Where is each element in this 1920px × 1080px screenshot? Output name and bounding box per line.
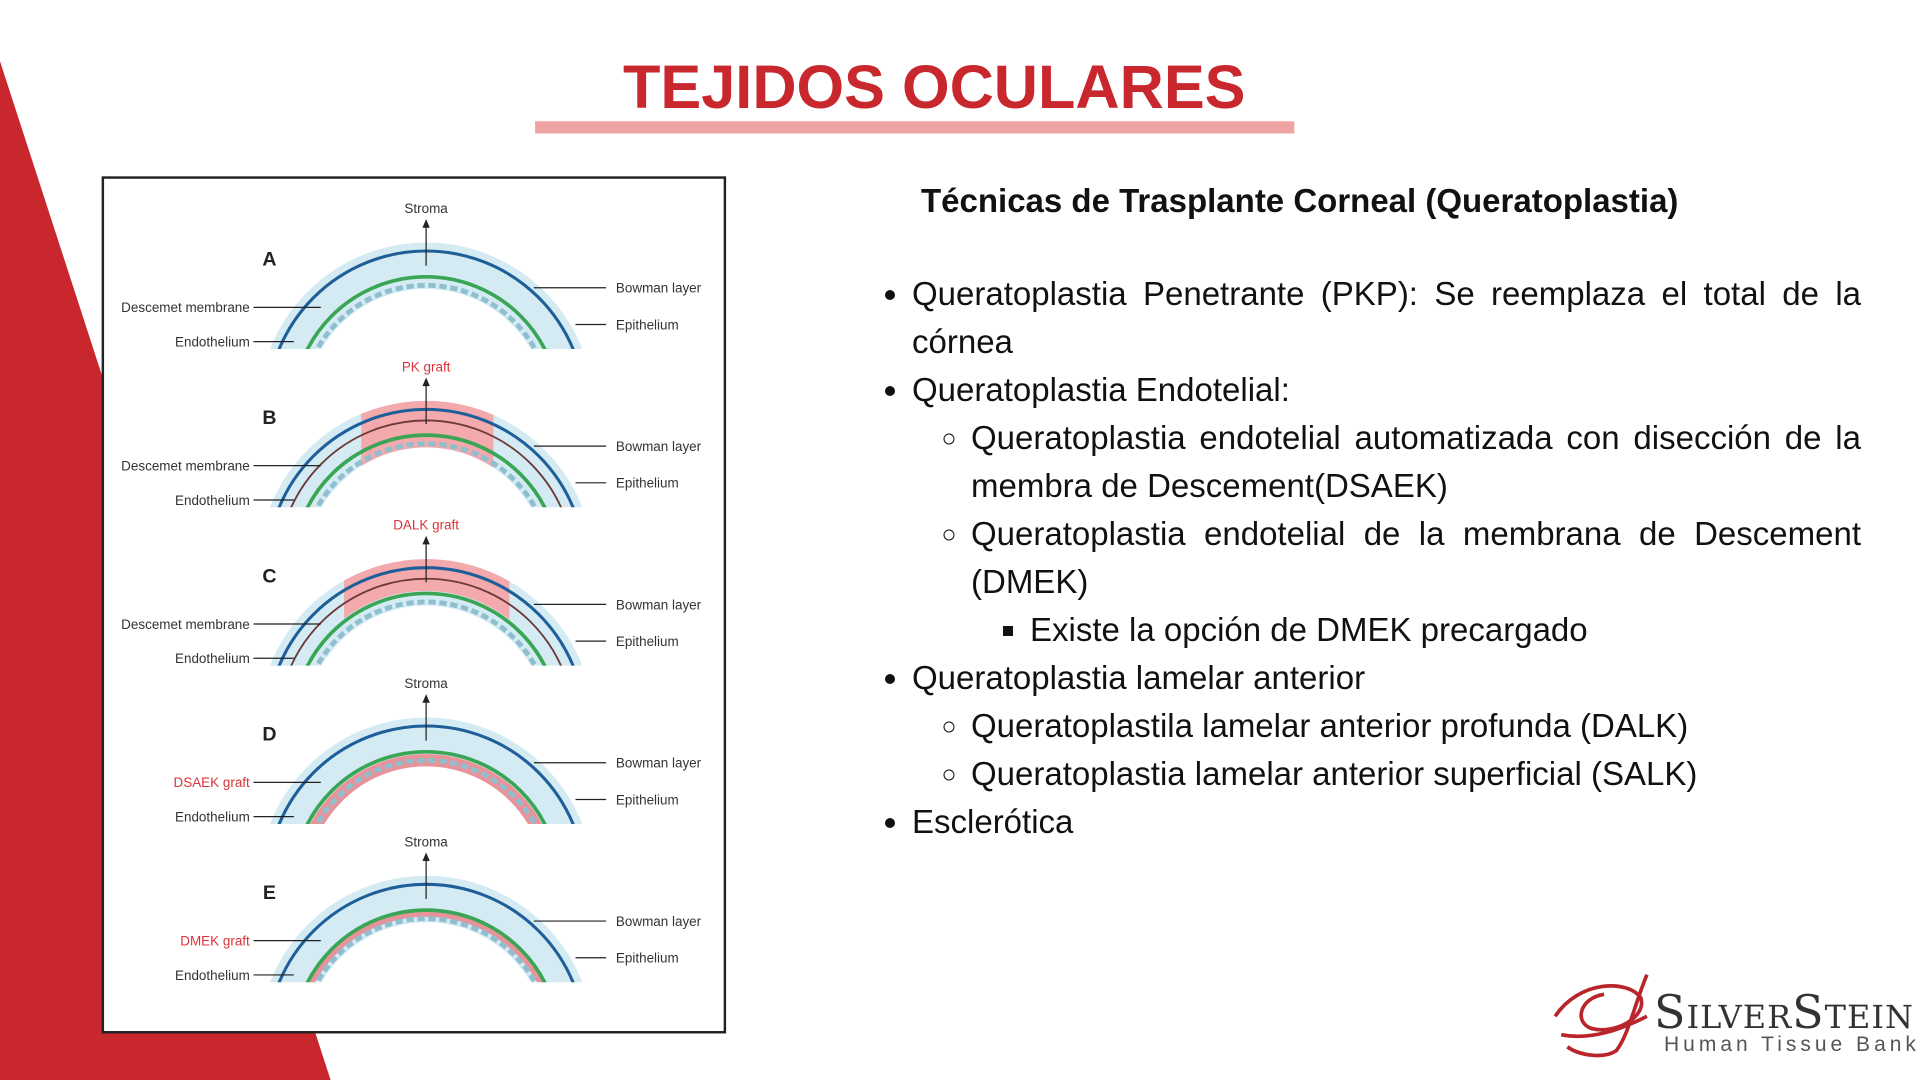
left-label: Descemet membrane (121, 459, 250, 474)
list-item: Queratoplastia lamelar anterior superfic… (971, 750, 1861, 798)
title-underline (535, 121, 1295, 134)
graft (308, 910, 544, 983)
panel-top-label: Stroma (404, 201, 448, 216)
logo-tagline: Human Tissue Bank (1664, 1033, 1920, 1056)
right-label: Epithelium (616, 634, 679, 649)
descemet-line (305, 433, 547, 508)
left-label: DSAEK graft (174, 775, 251, 790)
arrow-head (422, 852, 430, 862)
panel-letter: A (262, 249, 276, 271)
list-item: Queratoplastia endotelial automatizada c… (971, 414, 1861, 510)
technique-list: Queratoplastia Penetrante (PKP): Se reem… (888, 270, 1861, 846)
title: TEJIDOS OCULARES (623, 53, 1245, 121)
list-text: Existe la opción de DMEK precargado (1030, 611, 1588, 648)
left-label: Endothelium (175, 810, 250, 825)
panel-letter: C (262, 565, 276, 587)
list-text: Queratoplastia lamelar anterior superfic… (971, 755, 1698, 792)
list-text: Queratoplastia endotelial automatizada c… (971, 419, 1861, 504)
arrow-head (422, 377, 430, 387)
descemet-line (305, 749, 547, 824)
logo-name: SilverStein (1654, 985, 1915, 1039)
figure: A Stroma Descemet membrane Endothelium Bowma… (121, 201, 702, 983)
graft (310, 754, 542, 824)
right-label: Epithelium (616, 951, 679, 966)
right-label: Bowman layer (616, 756, 702, 771)
left-label: Descemet membrane (121, 300, 250, 315)
left-label: Endothelium (175, 493, 250, 508)
heading: Técnicas de Trasplante Corneal (Queratop… (921, 182, 1679, 219)
right-label: Epithelium (616, 476, 679, 491)
descemet-line (305, 908, 547, 983)
list-item: Queratoplastila lamelar anterior profund… (971, 702, 1861, 750)
list: Queratoplastia endotelial automatizada c… (912, 414, 1861, 654)
list-text: Queratoplastia endotelial de la membrana… (971, 515, 1861, 600)
panel-top-label: PK graft (402, 359, 451, 374)
list-item: Queratoplastia Penetrante (PKP): Se reem… (912, 270, 1861, 366)
panel-letter: D (262, 724, 276, 746)
left-label: Endothelium (175, 968, 250, 983)
list-text: Queratoplastia Penetrante (PKP): Se reem… (912, 275, 1861, 360)
list: Existe la opción de DMEK precargado (971, 606, 1861, 654)
descemet-line (305, 591, 547, 666)
arrow-head (422, 219, 430, 228)
list-text: Queratoplastia Endotelial: (912, 371, 1290, 408)
list-text: Esclerótica (912, 803, 1074, 840)
list: Queratoplastila lamelar anterior profund… (912, 702, 1861, 798)
right-label: Bowman layer (616, 281, 702, 296)
list-item: Queratoplastia lamelar anterior Queratopl… (912, 654, 1861, 798)
list-item: Queratoplastia endotelial de la membrana… (971, 510, 1861, 654)
panel-top-label: Stroma (404, 676, 448, 691)
list-item: Esclerótica (912, 798, 1861, 846)
right-label: Bowman layer (616, 439, 702, 454)
panel-letter: B (262, 407, 276, 429)
logo-icon (1553, 973, 1649, 1058)
list-item: Queratoplastia Endotelial: Queratoplastia… (912, 366, 1861, 654)
arrow-head (422, 535, 430, 545)
right-label: Bowman layer (616, 914, 702, 929)
list-text: Queratoplastia lamelar anterior (912, 659, 1366, 696)
left-label: Endothelium (175, 335, 250, 350)
panel-top-label: Stroma (404, 834, 448, 849)
left-label: DMEK graft (180, 934, 250, 949)
panel-top-label: DALK graft (393, 518, 459, 533)
list-item: Existe la opción de DMEK precargado (1030, 606, 1861, 654)
list-text: Queratoplastila lamelar anterior profund… (971, 707, 1689, 744)
right-label: Bowman layer (616, 597, 702, 612)
right-label: Epithelium (616, 792, 679, 807)
left-label: Endothelium (175, 651, 250, 666)
left-label: Descemet membrane (121, 617, 250, 632)
list: Queratoplastia Penetrante (PKP): Se reem… (888, 270, 1861, 846)
descemet-line (305, 274, 547, 349)
right-label: Epithelium (616, 317, 679, 332)
panel-letter: E (263, 882, 276, 904)
arrow-head (422, 694, 430, 703)
